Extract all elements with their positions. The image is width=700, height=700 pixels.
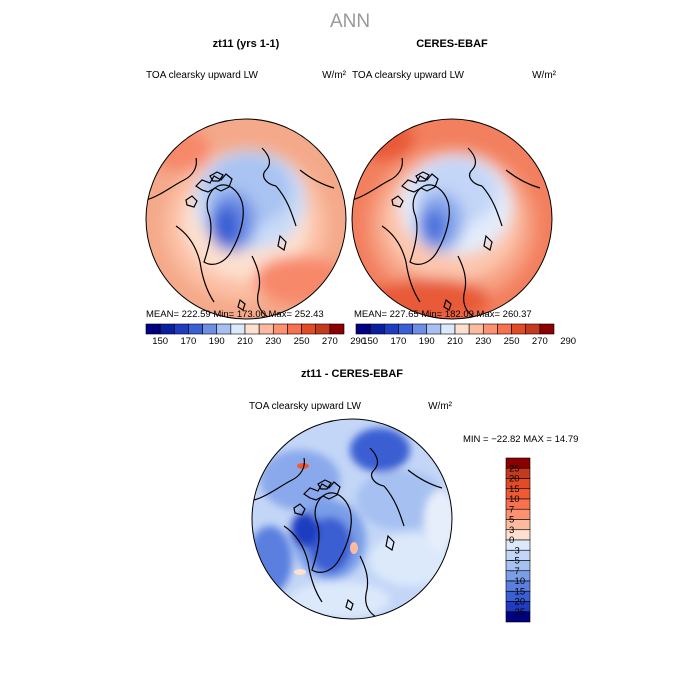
colorbar-obs-swatch	[398, 323, 413, 335]
colorbar-obs-swatch	[412, 323, 428, 335]
colorbar-model-swatch	[188, 323, 203, 335]
colorbar-model-swatch	[272, 323, 288, 335]
colorbar-model-swatch	[315, 323, 331, 335]
panel-model-map	[145, 118, 347, 320]
colorbar-diff-tick-label: 10	[509, 494, 520, 505]
colorbar-model: 150 170 190 210 230 250 270 290	[145, 323, 366, 347]
panel-model-units: W/m²	[322, 70, 347, 81]
panel-obs-units: W/m²	[532, 70, 557, 81]
colorbar-obs-swatch	[454, 323, 470, 335]
panel-obs-title: CERES-EBAF	[416, 38, 488, 50]
colorbar-obs-tick-label: 270	[532, 336, 548, 347]
colorbar-obs-swatch	[383, 323, 399, 335]
colorbar-model-tick-label: 210	[237, 336, 253, 347]
colorbar-obs-swatch	[369, 323, 385, 335]
colorbar-obs-swatch	[482, 323, 498, 335]
colorbar-model-swatch	[287, 323, 302, 335]
colorbar-diff-tick-label: 15	[509, 484, 520, 495]
colorbar-diff-tick-label: −7	[509, 566, 520, 577]
colorbar-obs-swatch	[497, 323, 512, 335]
colorbar-diff-tick-label: 25	[509, 463, 520, 474]
colorbar-model-swatch	[329, 323, 345, 335]
panel-diff-map	[251, 418, 453, 620]
colorbar-diff-tick-label: 3	[509, 525, 514, 536]
colorbar-model-swatch	[145, 323, 161, 335]
colorbar-obs-tick-label: 190	[419, 336, 435, 347]
panel-model-title: zt11 (yrs 1-1)	[213, 38, 280, 50]
colorbar-model-tick-label: 170	[180, 336, 196, 347]
colorbar-obs-swatch	[355, 323, 371, 335]
colorbar-model-tick-label: 250	[294, 336, 310, 347]
panel-diff-variable: TOA clearsky upward LW	[249, 401, 361, 412]
colorbar-model-swatch	[202, 323, 218, 335]
colorbar-obs-tick-label: 230	[475, 336, 491, 347]
figure-title: ANN	[330, 11, 370, 32]
colorbar-obs-swatch	[511, 323, 527, 335]
colorbar-model-tick-label: 150	[152, 336, 168, 347]
colorbar-obs-swatch	[426, 323, 442, 335]
panel-diff-units: W/m²	[428, 401, 453, 412]
colorbar-model-tick-label: 190	[209, 336, 225, 347]
colorbar-model-swatch	[216, 323, 232, 335]
colorbar-obs-tick-label: 290	[560, 336, 576, 347]
colorbar-obs-swatch	[468, 323, 484, 335]
colorbar-diff-tick-label: −25	[509, 607, 525, 618]
colorbar-diff-tick-label: 20	[509, 474, 520, 485]
colorbar-model-tick-label: 270	[322, 336, 338, 347]
colorbar-obs-swatch	[525, 323, 541, 335]
colorbar-model-swatch	[244, 323, 260, 335]
colorbar-obs-tick-label: 170	[390, 336, 406, 347]
panel-model-stats: MEAN= 222.59 Min= 173.00 Max= 252.43	[146, 309, 324, 320]
colorbar-model-swatch	[173, 323, 189, 335]
colorbar-diff-swatch	[505, 611, 531, 623]
panel-obs-stats: MEAN= 227.65 Min= 182.09 Max= 260.37	[354, 309, 532, 320]
colorbar-diff-tick-label: −15	[509, 586, 525, 597]
colorbar-model-tick-label: 230	[265, 336, 281, 347]
colorbar-diff-tick-label: 7	[509, 504, 514, 515]
colorbar-diff-tick-label: −5	[509, 556, 520, 567]
colorbar-diff-tick-label: −3	[509, 545, 520, 556]
colorbar-model-swatch	[301, 323, 317, 335]
colorbar-obs-swatch	[539, 323, 555, 335]
panel-diff-stats: MIN = −22.82 MAX = 14.79	[463, 434, 578, 445]
colorbar-obs-tick-label: 210	[447, 336, 463, 347]
colorbar-model-swatch	[230, 323, 246, 335]
panel-obs-map	[351, 118, 553, 320]
colorbar-model-tick-label: 290	[350, 336, 366, 347]
panel-model-variable: TOA clearsky upward LW	[146, 70, 258, 81]
colorbar-diff-tick-label: −10	[509, 576, 525, 587]
colorbar-model-swatch	[258, 323, 274, 335]
colorbar-obs-tick-label: 250	[504, 336, 520, 347]
panel-obs-variable: TOA clearsky upward LW	[352, 70, 464, 81]
colorbar-diff-tick-label: 0	[509, 535, 514, 546]
colorbar-diff-tick-label: −20	[509, 597, 525, 608]
colorbar-obs-tick-label: 150	[362, 336, 378, 347]
colorbar-diff-tick-label: 5	[509, 515, 514, 526]
colorbar-obs: 150 170 190 210 230 250 270 290	[355, 323, 576, 347]
colorbar-obs-swatch	[440, 323, 456, 335]
colorbar-model-swatch	[159, 323, 175, 335]
panel-diff-title: zt11 - CERES-EBAF	[301, 368, 403, 380]
